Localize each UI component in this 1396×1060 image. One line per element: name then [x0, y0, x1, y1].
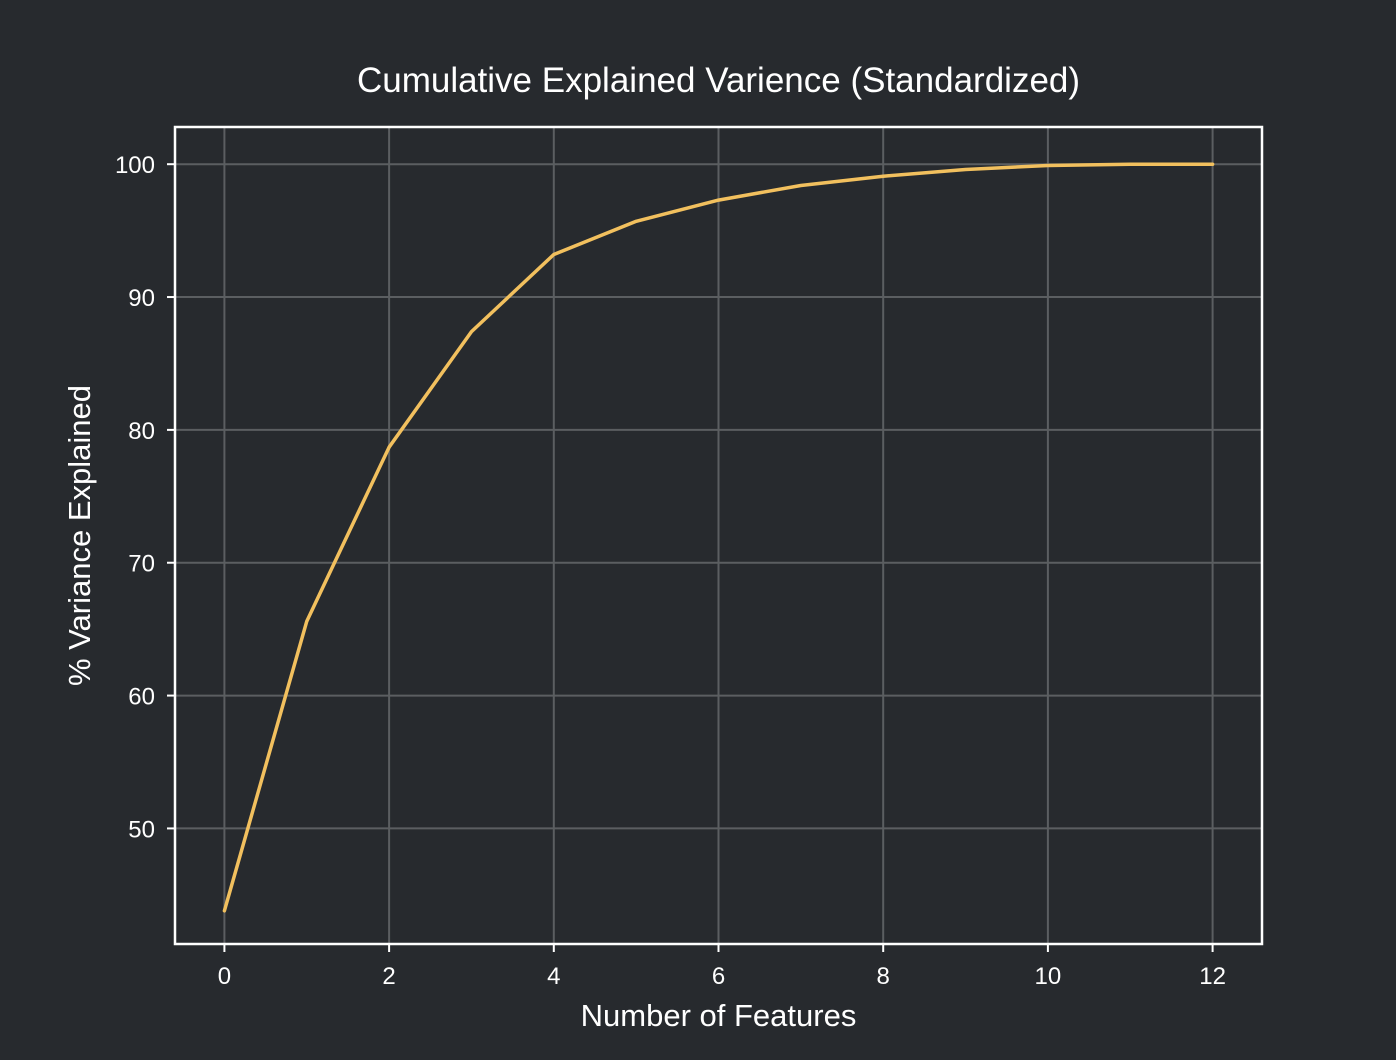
x-tick-label: 10	[1035, 963, 1062, 990]
y-tick-label: 90	[128, 285, 155, 312]
x-tick-label: 0	[218, 963, 231, 990]
x-tick-label: 4	[547, 963, 560, 990]
y-tick-label: 70	[128, 551, 155, 578]
x-tick-label: 2	[382, 963, 395, 990]
x-tick-label: 6	[712, 963, 725, 990]
y-tick-label: 60	[128, 684, 155, 711]
x-tick-label: 12	[1199, 963, 1226, 990]
chart-title: Cumulative Explained Varience (Standardi…	[357, 61, 1080, 100]
y-tick-label: 100	[115, 152, 155, 179]
x-axis-label: Number of Features	[581, 998, 857, 1033]
y-tick-label: 80	[128, 418, 155, 445]
x-tick-label: 8	[877, 963, 890, 990]
y-axis-label: % Variance Explained	[62, 385, 97, 686]
y-tick-label: 50	[128, 816, 155, 843]
